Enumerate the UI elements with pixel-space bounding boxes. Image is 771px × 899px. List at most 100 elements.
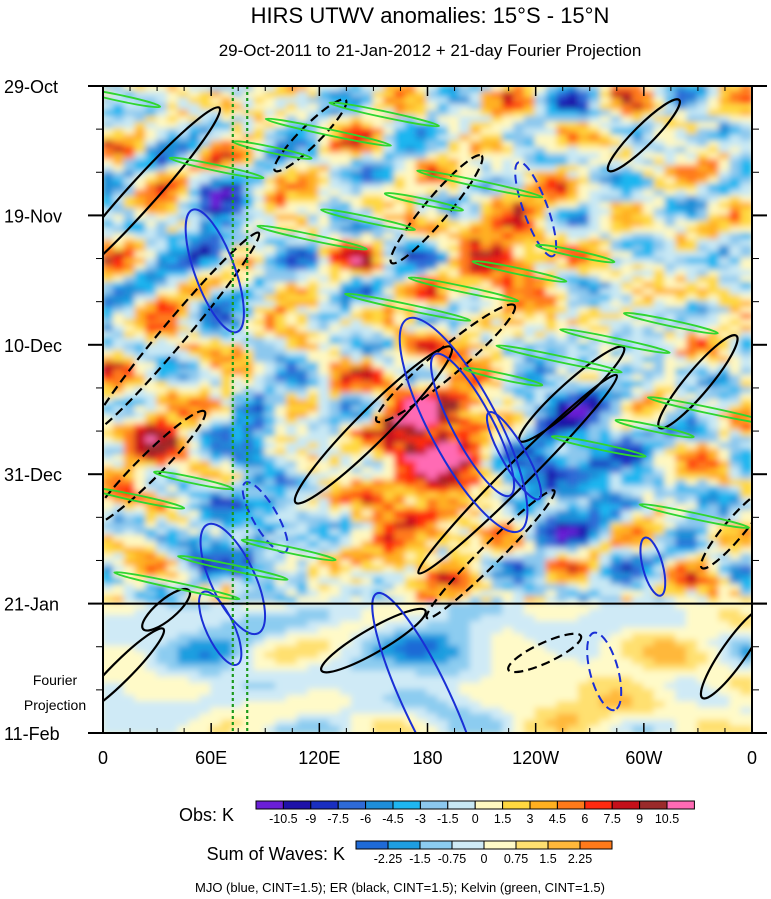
field-cell xyxy=(177,152,191,161)
field-cell xyxy=(686,97,699,106)
field-cell xyxy=(588,134,602,143)
field-cell xyxy=(480,121,494,131)
field-cell xyxy=(145,86,159,94)
field-cell xyxy=(599,103,613,112)
field-cell xyxy=(329,269,342,279)
field-cell xyxy=(480,158,494,168)
field-cell xyxy=(231,257,245,266)
field-cell xyxy=(156,134,169,143)
field-cell xyxy=(621,146,635,155)
field-cell xyxy=(296,103,310,112)
field-cell xyxy=(653,158,667,168)
field-cell xyxy=(275,86,288,94)
field-cell xyxy=(556,115,570,124)
field-cell xyxy=(103,226,115,235)
field-cell xyxy=(588,121,602,131)
field-cell xyxy=(545,140,559,149)
field-cell xyxy=(696,171,710,180)
field-cell xyxy=(567,177,580,186)
field-cell xyxy=(610,269,624,279)
field-cell xyxy=(350,239,364,248)
field-cell xyxy=(513,103,526,112)
field-cell xyxy=(675,183,689,192)
field-cell xyxy=(156,226,169,235)
field-cell xyxy=(339,177,353,186)
field-cell xyxy=(448,183,461,192)
field-cell xyxy=(588,128,602,137)
field-cell xyxy=(426,165,440,174)
field-cell xyxy=(210,232,223,242)
field-cell xyxy=(610,214,624,223)
field-cell xyxy=(383,232,397,242)
field-cell xyxy=(329,146,342,155)
field-cell xyxy=(480,245,494,254)
field-cell xyxy=(458,86,472,94)
field-cell xyxy=(361,165,375,174)
field-cell xyxy=(177,97,191,106)
field-cell xyxy=(545,220,559,229)
field-cell xyxy=(534,91,548,100)
field-cell xyxy=(458,232,472,242)
field-cell xyxy=(664,103,678,112)
field-cell xyxy=(296,91,310,100)
field-cell xyxy=(502,121,516,131)
field-cell xyxy=(372,97,386,106)
field-cell xyxy=(513,109,526,118)
field-cell xyxy=(664,202,678,211)
field-cell xyxy=(480,146,494,155)
field-cell xyxy=(664,269,678,279)
field-cell xyxy=(404,232,418,242)
field-cell xyxy=(296,128,310,137)
field-cell xyxy=(188,103,202,112)
field-cell xyxy=(610,171,624,180)
field-cell xyxy=(599,128,613,137)
field-cell xyxy=(567,140,580,149)
field-cell xyxy=(415,109,429,118)
field-cell xyxy=(264,134,278,143)
field-cell xyxy=(361,189,375,198)
field-cell xyxy=(210,269,223,279)
field-cell xyxy=(166,128,180,137)
field-cell xyxy=(134,195,148,205)
field-cell xyxy=(610,103,624,112)
field-cell xyxy=(502,251,516,260)
field-cell xyxy=(588,257,602,266)
field-cell xyxy=(188,115,202,124)
field-cell xyxy=(437,202,451,211)
field-cell xyxy=(469,251,483,260)
field-cell xyxy=(231,195,245,205)
field-cell xyxy=(307,214,321,223)
field-cell xyxy=(437,251,451,260)
field-cell xyxy=(599,86,613,94)
field-cell xyxy=(361,239,375,248)
field-cell xyxy=(686,220,699,229)
field-cell xyxy=(675,165,689,174)
field-cell xyxy=(545,245,559,254)
field-cell xyxy=(696,257,710,266)
field-cell xyxy=(275,165,288,174)
field-cell xyxy=(653,97,667,106)
field-cell xyxy=(231,121,245,131)
field-cell xyxy=(307,202,321,211)
field-cell xyxy=(361,214,375,223)
field-cell xyxy=(502,171,516,180)
field-cell xyxy=(394,128,407,137)
field-cell xyxy=(339,189,353,198)
field-cell xyxy=(707,97,721,106)
field-cell xyxy=(556,189,570,198)
field-cell xyxy=(329,134,342,143)
field-cell xyxy=(448,214,461,223)
field-cell xyxy=(696,251,710,260)
field-cell xyxy=(253,121,267,131)
field-cell xyxy=(296,269,310,279)
field-cell xyxy=(339,232,353,242)
field-cell xyxy=(134,183,148,192)
field-cell xyxy=(220,146,234,155)
field-cell xyxy=(426,115,440,124)
field-cell xyxy=(577,214,591,223)
field-cell xyxy=(415,121,429,131)
field-cell xyxy=(307,195,321,205)
field-cell xyxy=(177,220,191,229)
field-cell xyxy=(156,128,169,137)
field-cell xyxy=(264,171,278,180)
